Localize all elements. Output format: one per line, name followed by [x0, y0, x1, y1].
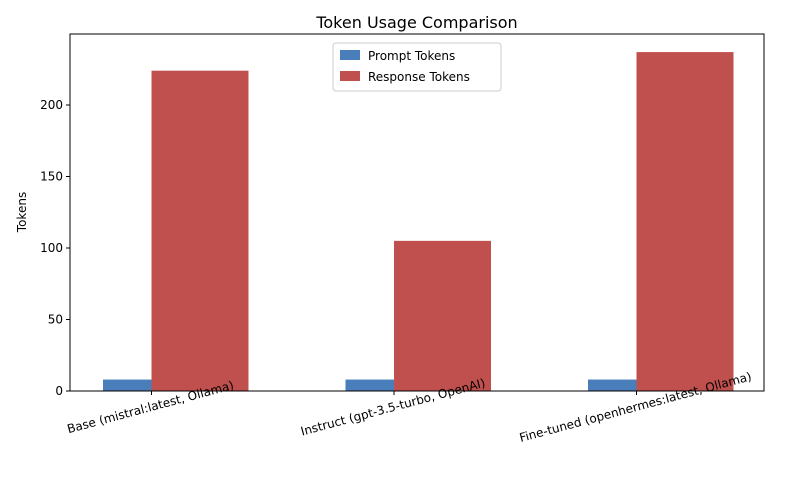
- bar-prompt-tokens-2: [345, 379, 394, 391]
- chart-title: Token Usage Comparison: [315, 13, 517, 32]
- y-tick-label: 150: [40, 169, 63, 183]
- bar-prompt-tokens-3: [588, 379, 637, 391]
- y-tick-label: 50: [48, 312, 63, 326]
- y-tick-label: 200: [40, 98, 63, 112]
- legend-swatch-2: [340, 71, 360, 81]
- bar-response-tokens-2: [394, 240, 491, 391]
- y-axis-ticks: 0 50 100 150 200: [40, 98, 70, 398]
- bar-prompt-tokens-1: [103, 379, 152, 391]
- plot-area-frame: [69, 33, 765, 392]
- legend-label-2: Response Tokens: [368, 70, 470, 84]
- y-axis-label: Tokens: [15, 192, 29, 233]
- bar-response-tokens-3: [636, 52, 734, 391]
- y-tick-label: 100: [40, 241, 63, 255]
- legend-label-1: Prompt Tokens: [368, 49, 455, 63]
- bars-group: [103, 52, 734, 391]
- legend-box: [332, 42, 502, 92]
- legend-swatch-1: [340, 50, 360, 60]
- legend: Prompt Tokens Response Tokens: [332, 42, 502, 92]
- y-tick-label: 0: [55, 384, 63, 398]
- bar-response-tokens-1: [151, 70, 249, 391]
